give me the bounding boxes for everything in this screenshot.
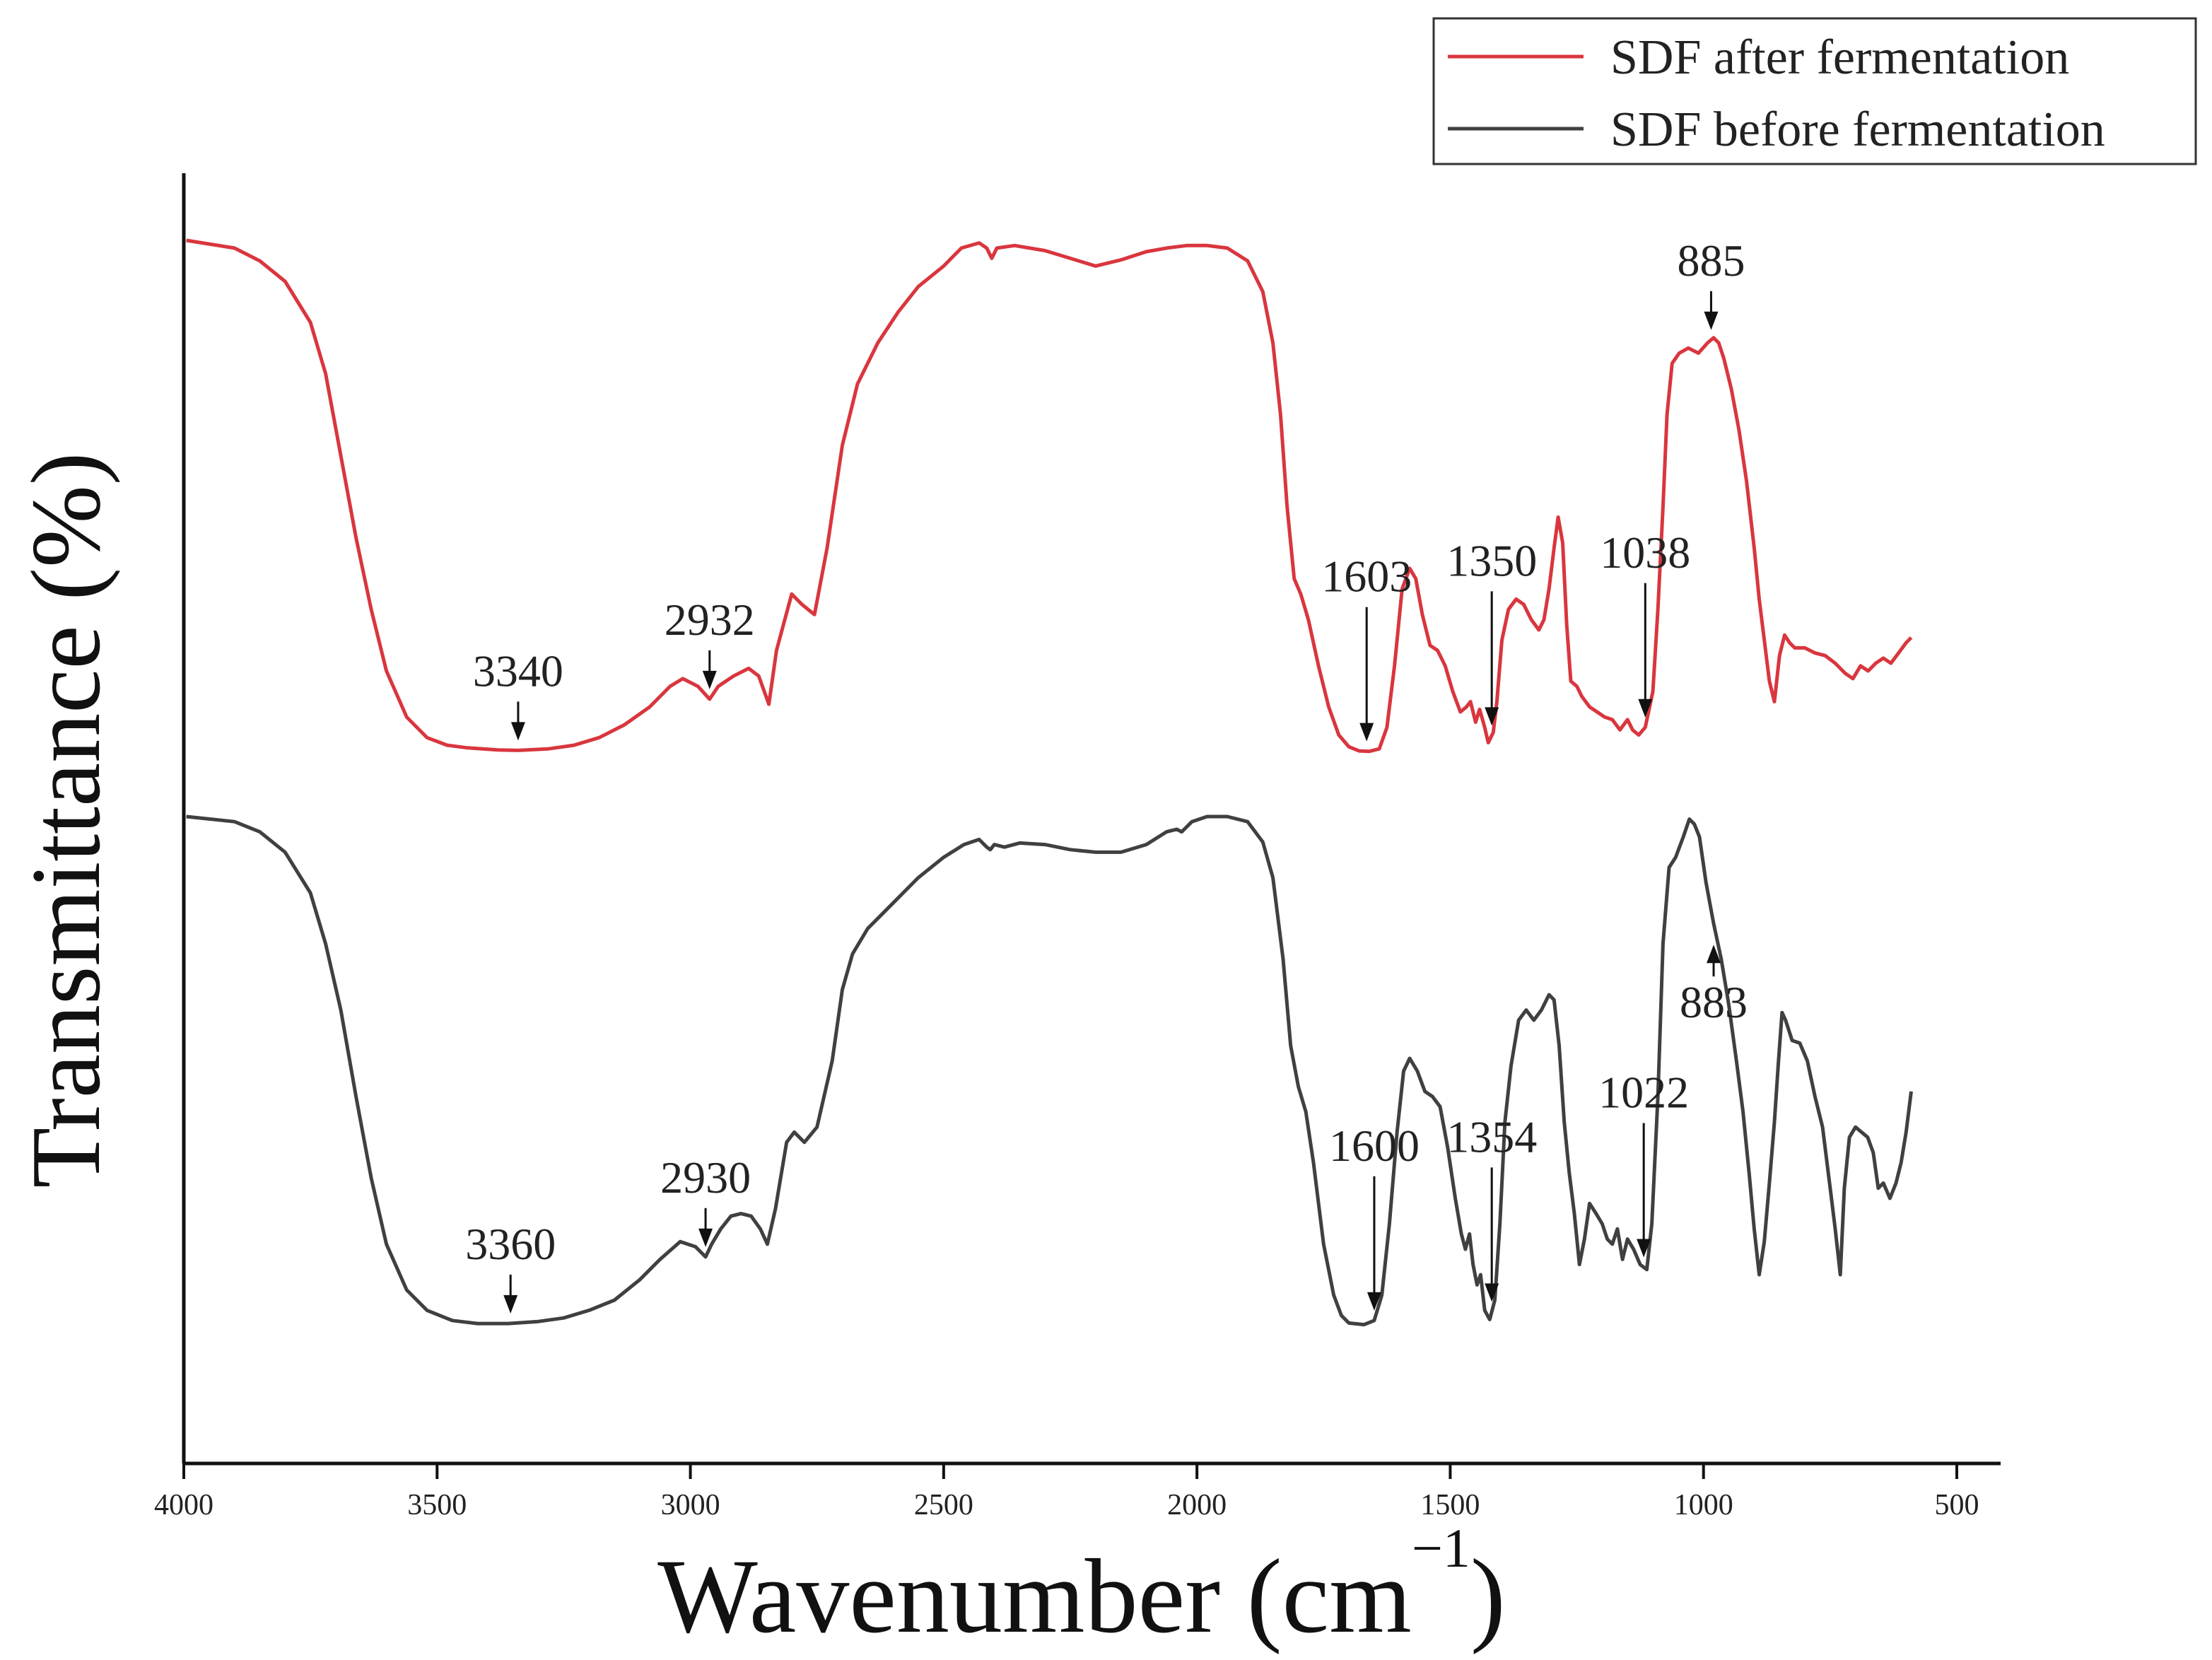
x-tick-label: 1500 [1420,1489,1480,1521]
annotation-arrow-head [1367,1292,1381,1311]
annotation-arrow-head [1704,311,1719,330]
series-line-after-fermentation [186,238,1913,754]
annotation-arrow-head [1707,945,1721,964]
peak-annotation: 3340 [473,645,563,741]
series-group [186,238,1913,1327]
peak-annotation: 1603 [1321,551,1412,742]
peak-annotation: 1038 [1600,527,1690,718]
peak-label: 2932 [665,595,755,645]
annotation-arrow-head [702,670,717,689]
legend-label-before: SDF before fermentation [1610,103,2105,157]
peak-label: 3340 [473,645,563,696]
legend-box [1432,17,2197,165]
peak-label: 1038 [1600,527,1690,578]
annotation-arrow-head [503,1294,518,1314]
series-line-before-fermentation [186,814,1913,1327]
annotation-arrow-head [1637,1239,1651,1258]
peak-annotation: 2930 [660,1152,751,1247]
peak-annotation: 1022 [1598,1067,1689,1258]
annotation-arrow-head [1485,707,1499,726]
x-axis-label-main: Wavenumber (cm [657,1538,1412,1655]
peak-label: 1350 [1446,535,1537,585]
x-axis-label-superscript: −1 [1412,1517,1470,1579]
peak-annotation: 3360 [465,1219,556,1314]
peak-annotation: 1600 [1329,1121,1420,1311]
peak-label: 1603 [1321,551,1412,602]
annotation-arrow-head [510,722,525,741]
peak-annotation: 1354 [1446,1111,1537,1302]
y-axis-label: Transmittance (%) [11,452,121,1188]
peak-label: 2930 [660,1152,751,1203]
peak-annotation: 885 [1677,235,1745,330]
peak-label: 885 [1677,235,1745,286]
peak-annotation: 2932 [665,595,755,689]
legend: SDF after fermentation SDF before fermen… [1432,17,2197,165]
x-axis-label-close: ) [1470,1538,1506,1655]
x-axis-label: Wavenumber (cm−1) [657,1517,1506,1655]
x-tick-label: 3500 [407,1489,467,1521]
x-tick-label: 2500 [914,1489,973,1521]
peak-annotation: 883 [1680,945,1748,1027]
x-tick-label: 3000 [661,1489,720,1521]
x-tick-label: 500 [1935,1489,1979,1521]
peak-label: 883 [1680,977,1748,1027]
x-tick-label: 4000 [154,1489,213,1521]
annotation-group: 3340 2932 1603 1350 1038 885 3360 2930 1600 1354 1… [465,235,1748,1314]
legend-label-after: SDF after fermentation [1610,30,2069,85]
annotation-arrow-head [698,1228,713,1247]
peak-label: 1600 [1329,1121,1420,1171]
x-tick-label: 2000 [1167,1489,1227,1521]
annotation-arrow-head [1485,1283,1499,1302]
peak-label: 3360 [465,1219,556,1269]
annotation-arrow-head [1359,723,1374,742]
peak-label: 1022 [1598,1067,1689,1117]
peak-annotation: 1350 [1446,535,1537,726]
annotation-arrow-head [1638,699,1653,718]
x-tick-label: 1000 [1674,1489,1733,1521]
peak-label: 1354 [1446,1111,1537,1162]
plot-area: 4000 3500 3000 2500 2000 1500 1000 500 [154,173,2001,1521]
